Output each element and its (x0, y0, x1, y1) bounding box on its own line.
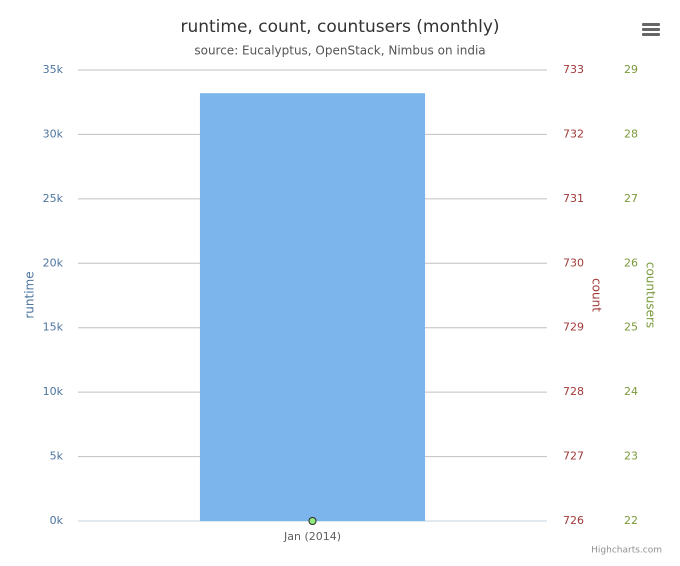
y2-axis-title: count (590, 278, 604, 312)
y2-tick-label: 733 (563, 63, 584, 76)
y-axis-title: runtime (23, 271, 37, 318)
y2-tick-label: 732 (563, 127, 584, 140)
menu-bar (642, 28, 660, 31)
y-tick-label: 0k (50, 514, 64, 527)
y3-axis-title: countusers (644, 262, 658, 328)
credits[interactable]: Highcharts.com (591, 546, 662, 556)
y-tick-label: 20k (43, 256, 64, 269)
y2-tick-label: 730 (563, 256, 584, 269)
y-tick-label: 15k (43, 321, 64, 334)
y2-tick-label: 729 (563, 321, 584, 334)
chart-subtitle: source: Eucalyptus, OpenStack, Nimbus on… (194, 44, 485, 58)
y2-tick-label: 726 (563, 514, 584, 527)
y-tick-label: 35k (43, 63, 64, 76)
y2-tick-label: 731 (563, 192, 584, 205)
y3-tick-label: 25 (624, 321, 638, 334)
y-tick-label: 10k (43, 385, 64, 398)
chart-title: runtime, count, countusers (monthly) (180, 17, 499, 37)
x-tick-label: Jan (2014) (283, 530, 341, 543)
bar (199, 93, 426, 522)
menu-button[interactable] (642, 23, 660, 36)
y-tick-label: 30k (43, 127, 64, 140)
menu-bar (642, 23, 660, 26)
menu-bar (642, 33, 660, 36)
y3-tick-label: 27 (624, 192, 638, 205)
y3-tick-label: 26 (624, 256, 638, 269)
y-tick-label: 25k (43, 192, 64, 205)
y3-tick-label: 23 (624, 450, 638, 463)
y2-tick-label: 727 (563, 450, 584, 463)
y3-tick-label: 28 (624, 127, 638, 140)
y-tick-label: 5k (50, 450, 64, 463)
point (308, 517, 317, 525)
y3-tick-label: 24 (624, 385, 638, 398)
y3-tick-label: 22 (624, 514, 638, 527)
y3-tick-label: 29 (624, 63, 638, 76)
y2-tick-label: 728 (563, 385, 584, 398)
